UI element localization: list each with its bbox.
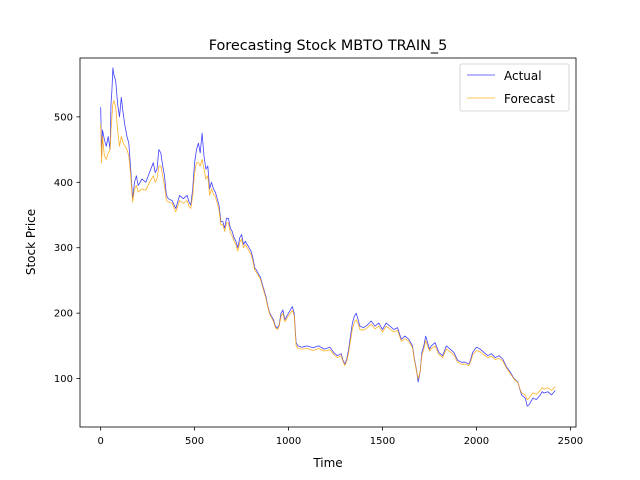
y-axis-label: Stock Price [24,209,38,275]
x-axis-ticks: 0 500 1000 1500 2000 2500 [97,427,583,447]
series-lines [100,67,556,407]
legend-label-forecast: Forecast [504,92,555,106]
x-tick-label: 1500 [370,436,395,447]
x-tick-label: 500 [185,436,204,447]
y-axis-ticks: 100 200 300 400 500 [54,112,80,385]
x-tick-label: 0 [97,436,103,447]
series-line-actual [100,67,556,407]
y-tick-label: 400 [54,178,73,189]
y-tick-label: 200 [54,309,73,320]
x-axis-label: Time [312,456,342,470]
x-tick-label: 2000 [464,436,489,447]
y-tick-label: 300 [54,243,73,254]
plot-frame [79,57,577,428]
x-tick-label: 2500 [558,436,583,447]
y-tick-label: 100 [54,374,73,385]
x-tick-label: 1000 [276,436,301,447]
legend-box [459,63,570,112]
series-line-forecast [100,100,556,400]
legend: Actual Forecast [459,63,570,112]
chart-title: Forecasting Stock MBTO TRAIN_5 [209,38,448,54]
y-tick-label: 500 [54,112,73,123]
legend-label-actual: Actual [504,69,542,83]
